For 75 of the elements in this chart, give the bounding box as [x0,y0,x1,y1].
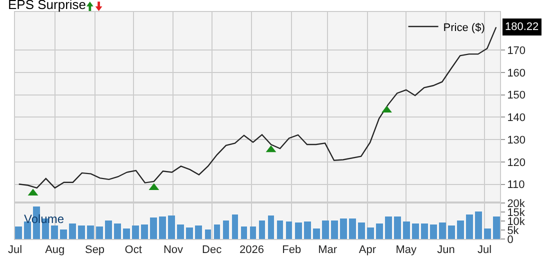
bar [484,228,491,239]
bar [475,211,482,239]
bar [195,225,202,239]
bar [376,223,383,239]
x-tick-label: Dec [202,244,222,256]
x-tick-label: Apr [358,244,376,256]
bar [250,226,256,239]
x-tick-label: Sep [84,244,105,256]
bar [123,228,130,239]
bar [87,225,94,239]
bar [241,226,247,239]
x-tick-label: 2026 [239,244,264,256]
y-tick-label: 110 [507,179,525,192]
bar [60,229,67,239]
bar [403,221,410,239]
bar [268,215,274,239]
x-tick-label: Jul [8,244,22,256]
x-tick-label: May [396,244,417,256]
bar [132,225,139,239]
bar [277,220,283,239]
y-tick-label: 170 [507,44,526,57]
bar [177,224,184,239]
bar [493,216,500,239]
x-tick-label: Jun [437,244,455,256]
bar [295,222,302,239]
bar [232,214,238,239]
bar [114,223,121,239]
bar [186,227,193,239]
bar [313,228,320,239]
bar [223,220,229,239]
bar [394,216,401,239]
y-tick-label: 130 [507,134,526,146]
bar [448,225,455,239]
bar [214,224,220,239]
x-tick-label: Nov [163,244,184,256]
legend-label: Price ($) [443,22,485,34]
bar [439,222,446,239]
bar [159,216,166,239]
x-tick-label: Feb [282,244,302,256]
chart-title: EPS Surprise [8,0,86,12]
bar [286,221,292,239]
bar [322,220,329,239]
bar [457,220,464,239]
x-tick-label: Oct [124,244,142,256]
bar [141,224,148,239]
bar [168,215,175,239]
y-tick-label: 140 [507,112,526,124]
bar [69,223,76,239]
bar [205,229,211,239]
bar [304,221,311,239]
bar [51,225,58,239]
y-tick-label: 160 [507,67,526,80]
x-tick-label: Aug [45,244,65,256]
point [382,106,392,113]
bar [15,226,22,239]
bar [430,224,437,239]
bar [358,222,365,239]
bar [78,225,85,239]
y-tick-label: 120 [507,156,526,169]
bar [259,220,265,239]
bar [96,226,103,239]
bar [150,217,157,239]
bar [340,218,347,239]
bar [466,214,473,239]
x-tick-label: Mar [318,244,338,256]
bar [331,220,338,239]
y-tick-label: 150 [507,90,526,102]
bar [421,223,428,239]
bar [412,223,419,239]
x-tick-label: Jul [478,244,492,256]
bar [349,218,356,239]
bar [367,227,374,239]
bar [105,220,112,239]
data-label: 180.22 [505,21,539,33]
bar [385,216,392,239]
